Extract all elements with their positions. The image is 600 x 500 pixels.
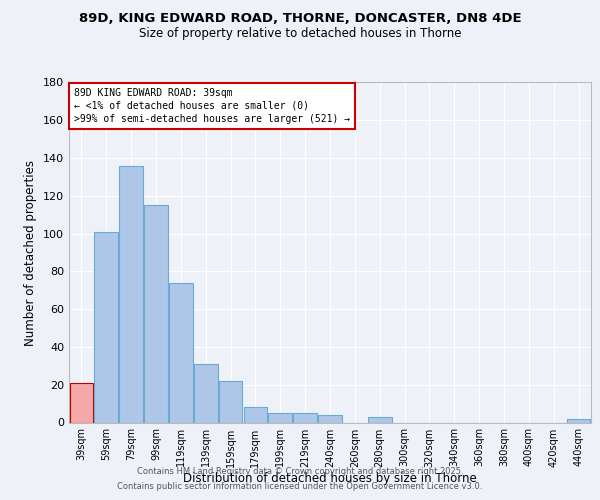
Bar [94, 232, 118, 422]
Text: Contains HM Land Registry data © Crown copyright and database right 2025.: Contains HM Land Registry data © Crown c… [137, 467, 463, 476]
Bar [219, 381, 242, 422]
Text: 89D, KING EDWARD ROAD, THORNE, DONCASTER, DN8 4DE: 89D, KING EDWARD ROAD, THORNE, DONCASTER… [79, 12, 521, 26]
Bar [244, 408, 267, 422]
Bar [194, 364, 218, 422]
Bar [70, 383, 93, 422]
Bar [169, 282, 193, 422]
X-axis label: Distribution of detached houses by size in Thorne: Distribution of detached houses by size … [183, 472, 477, 485]
Bar [567, 418, 590, 422]
Bar [119, 166, 143, 422]
Bar [268, 413, 292, 422]
Text: 89D KING EDWARD ROAD: 39sqm
← <1% of detached houses are smaller (0)
>99% of sem: 89D KING EDWARD ROAD: 39sqm ← <1% of det… [74, 88, 350, 124]
Y-axis label: Number of detached properties: Number of detached properties [25, 160, 37, 346]
Bar [318, 415, 342, 422]
Text: Contains public sector information licensed under the Open Government Licence v3: Contains public sector information licen… [118, 482, 482, 491]
Text: Size of property relative to detached houses in Thorne: Size of property relative to detached ho… [139, 28, 461, 40]
Bar [293, 413, 317, 422]
Bar [368, 417, 392, 422]
Bar [144, 206, 168, 422]
